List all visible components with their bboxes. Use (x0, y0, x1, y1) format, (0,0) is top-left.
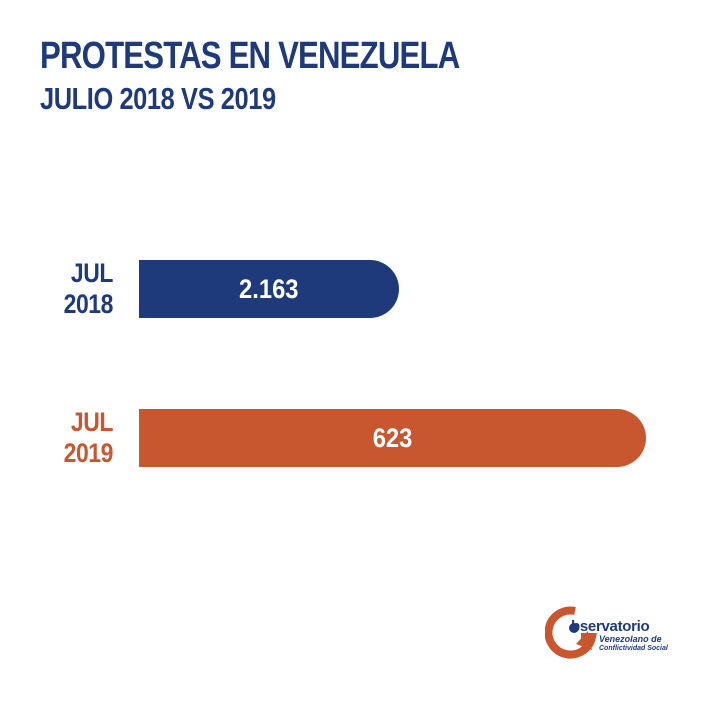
observatorio-logo (545, 606, 597, 659)
logo-line-1: bservatorio (571, 618, 650, 635)
logo-wordmark: bservatorio Venezolano de Conflictividad… (571, 619, 668, 653)
row-label-month: JUL (70, 407, 114, 437)
logo-line-2: Venezolano de (599, 634, 662, 644)
chart-subtitle: JULIO 2018 VS 2019 (40, 81, 276, 116)
row-label-year: 2019 (63, 438, 114, 468)
bar-2018: 2.163 (139, 260, 399, 318)
chart-title: PROTESTAS EN VENEZUELA (40, 35, 460, 77)
bar-2019: 623 (139, 409, 646, 467)
logo-line-3: Conflictividad Social (599, 645, 668, 652)
row-label-2018: JUL 2018 (28, 258, 114, 320)
bar-value-label: 623 (372, 422, 413, 453)
bar-value-label: 2.163 (239, 273, 299, 304)
row-label-2019: JUL 2019 (28, 407, 114, 469)
row-label-year: 2018 (63, 289, 114, 319)
row-label-month: JUL (70, 258, 114, 288)
